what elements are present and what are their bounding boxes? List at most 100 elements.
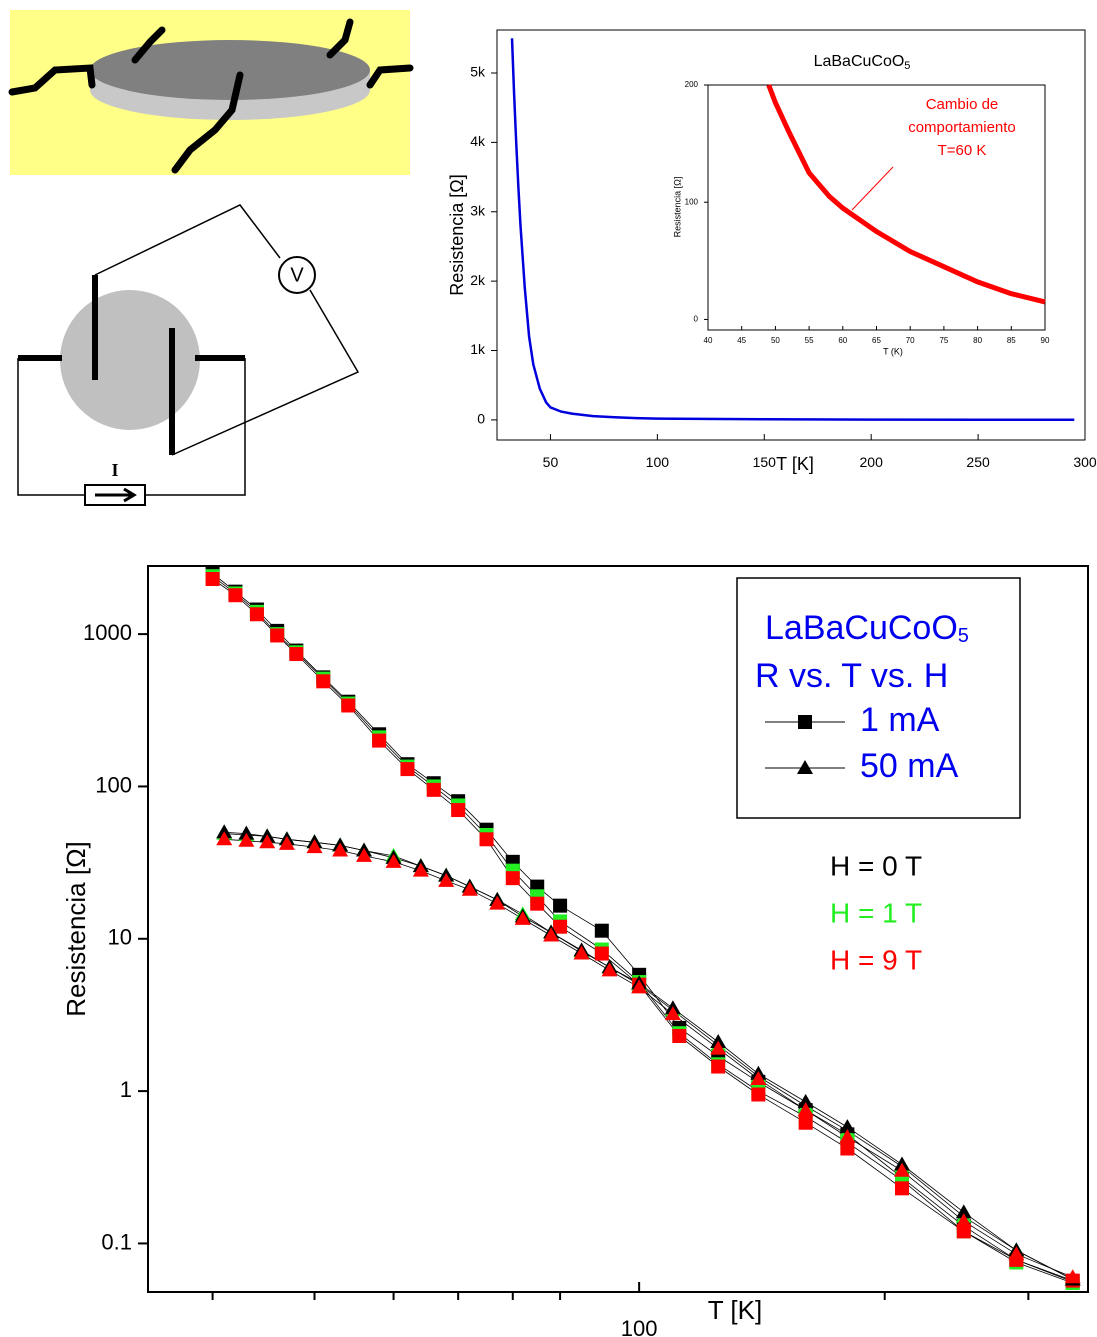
x-tick-label: 85 xyxy=(1007,336,1016,345)
field-label: H = 1 T xyxy=(830,897,922,928)
y-tick-label: 200 xyxy=(685,80,699,89)
marker-triangle xyxy=(514,910,531,925)
marker-triangle xyxy=(955,1204,972,1219)
marker-triangle xyxy=(306,839,323,854)
marker-square xyxy=(553,919,568,934)
x-tick-label: 90 xyxy=(1041,336,1050,345)
marker-square xyxy=(372,733,387,748)
x-tick-label: 100 xyxy=(646,454,670,470)
annotation: Cambio de xyxy=(926,96,999,113)
x-tick-label: 70 xyxy=(906,336,915,345)
y-tick-label: 5k xyxy=(470,64,486,80)
legend-label: 1 mA xyxy=(860,701,940,739)
disc-top xyxy=(90,40,370,100)
marker-square xyxy=(228,588,243,603)
wire xyxy=(171,71,244,174)
marker-square xyxy=(956,1224,971,1239)
title-text: LaBaCuCoO xyxy=(814,53,905,70)
x-tick-label: 250 xyxy=(966,454,990,470)
marker-square xyxy=(530,896,545,911)
wire xyxy=(131,26,166,64)
x-tick-label: 60 xyxy=(838,336,847,345)
marker-square xyxy=(289,647,304,662)
x-axis-label: T [K] xyxy=(708,1295,762,1325)
marker-triangle xyxy=(1064,1269,1081,1284)
marker-triangle xyxy=(573,945,590,960)
x-axis-label: T [K] xyxy=(776,454,814,474)
y-tick-label: 1 xyxy=(120,1077,132,1102)
x-axis-label: T (K) xyxy=(883,346,903,356)
voltmeter-label: V xyxy=(290,264,304,286)
field-label: H = 0 T xyxy=(830,850,922,881)
circuit-wires xyxy=(17,204,360,496)
marker-triangle xyxy=(797,760,813,774)
marker-triangle xyxy=(356,847,373,862)
circuit-diagram: V I xyxy=(17,204,360,506)
field-label: H = 9 T xyxy=(830,944,922,975)
marker-triangle xyxy=(216,831,233,846)
marker-square xyxy=(479,832,494,847)
x-tick-label: 75 xyxy=(939,336,948,345)
y-tick-label: 100 xyxy=(95,772,132,797)
y-tick-label: 2k xyxy=(470,272,486,288)
marker-triangle xyxy=(489,895,506,910)
title-subscript: 5 xyxy=(904,60,910,72)
marker-square xyxy=(505,871,520,886)
marker-square xyxy=(711,1059,726,1074)
marker-triangle xyxy=(631,979,648,994)
x-tick-label: 45 xyxy=(737,336,746,345)
annotation-pointer xyxy=(851,166,894,211)
y-tick-label: 0.1 xyxy=(101,1229,132,1254)
sample-diagram xyxy=(8,10,414,175)
marker-triangle xyxy=(238,832,255,847)
x-tick-label: 55 xyxy=(805,336,814,345)
marker-square xyxy=(594,923,609,938)
x-tick-label: 50 xyxy=(543,454,559,470)
data-line xyxy=(510,38,1075,422)
marker-triangle xyxy=(438,872,455,887)
marker-triangle xyxy=(1008,1246,1025,1261)
marker-square xyxy=(426,782,441,797)
current-label: I xyxy=(111,460,118,480)
wire xyxy=(366,64,414,89)
marker-square xyxy=(798,715,812,729)
wire xyxy=(8,64,96,96)
y-tick-label: 3k xyxy=(470,202,486,218)
marker-triangle xyxy=(461,881,478,896)
sample xyxy=(60,290,200,430)
marker-square xyxy=(400,762,415,777)
annotation: comportamiento xyxy=(908,119,1016,136)
title: LaBaCuCoO5 xyxy=(765,609,969,647)
marker-triangle xyxy=(385,853,402,868)
marker-triangle xyxy=(797,1102,814,1117)
marker-square xyxy=(594,946,609,961)
legend-label: 50 mA xyxy=(860,747,959,785)
marker-triangle xyxy=(839,1128,856,1143)
marker-triangle xyxy=(710,1040,727,1055)
title-subscript: 5 xyxy=(958,625,969,647)
marker-square xyxy=(205,572,220,587)
current-arrow xyxy=(95,487,137,503)
y-tick-label: 10 xyxy=(108,925,132,950)
marker-triangle xyxy=(259,834,276,849)
marker-triangle xyxy=(278,835,295,850)
marker-square xyxy=(672,1029,687,1044)
y-tick-label: 1k xyxy=(470,341,486,357)
y-tick-label: 0 xyxy=(694,315,699,324)
marker-square xyxy=(316,674,331,689)
marker-square xyxy=(798,1115,813,1130)
contacts xyxy=(18,275,245,455)
marker-triangle xyxy=(839,1119,856,1134)
marker-triangle xyxy=(238,825,255,840)
x-tick-label: 150 xyxy=(753,454,777,470)
marker-square xyxy=(451,803,466,818)
legend-subtitle: R vs. T vs. H xyxy=(755,657,948,695)
y-axis-label: Resistencia [Ω] xyxy=(447,174,467,296)
x-tick-label: 300 xyxy=(1073,454,1097,470)
marker-square xyxy=(270,628,285,643)
marker-triangle xyxy=(797,1093,814,1108)
y-tick-label: 4k xyxy=(470,133,486,149)
data-line xyxy=(766,84,1046,305)
x-tick-label: 50 xyxy=(771,336,780,345)
